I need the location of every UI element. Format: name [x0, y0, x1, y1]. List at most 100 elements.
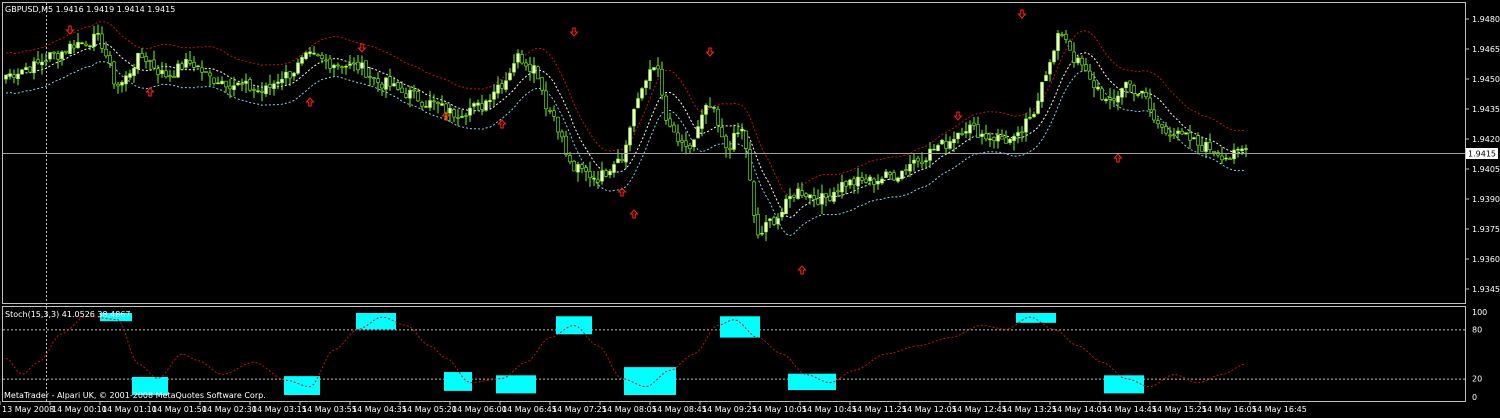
candle	[92, 25, 96, 52]
candle	[1220, 146, 1224, 164]
candle	[672, 121, 676, 133]
candle	[1176, 127, 1180, 141]
candle	[644, 79, 648, 96]
candle	[964, 122, 968, 138]
candle	[200, 60, 204, 81]
candle	[1120, 87, 1124, 105]
candle	[840, 174, 844, 199]
candle	[492, 84, 496, 107]
candle	[344, 64, 348, 75]
stochastic-window[interactable]	[3, 313, 1465, 395]
candle	[900, 170, 904, 181]
buy-signal-arrow	[497, 119, 507, 129]
candle	[272, 80, 276, 96]
candle	[968, 120, 972, 141]
candle	[1156, 117, 1160, 129]
price-axis-label: 1.9480	[1472, 15, 1500, 24]
candle	[244, 73, 248, 94]
stoch-zone-box	[788, 373, 836, 391]
candle	[1236, 146, 1240, 158]
candle	[164, 62, 168, 79]
time-axis-label: 14 May 13:25	[1002, 405, 1057, 414]
candle	[532, 57, 536, 84]
sell-signal-arrow	[1017, 9, 1027, 19]
candle	[376, 72, 380, 92]
candle	[1192, 136, 1196, 140]
stoch-window-frame	[2, 306, 1466, 402]
candle	[592, 170, 596, 186]
candle	[648, 60, 652, 90]
candle	[392, 76, 396, 87]
candle	[620, 153, 624, 164]
candle	[924, 157, 928, 169]
candle	[360, 55, 364, 76]
candle	[820, 184, 824, 215]
candle	[72, 40, 76, 54]
candle	[484, 99, 488, 112]
stoch-zone-box	[1104, 375, 1144, 394]
candle	[1096, 81, 1100, 91]
candle	[128, 69, 132, 81]
candle	[192, 56, 196, 72]
candle	[804, 192, 808, 200]
candle	[584, 164, 588, 182]
time-axis-label: 14 May 08:45	[652, 405, 707, 414]
candle	[636, 92, 640, 109]
indicator-info: Stoch(15,3,3) 41.0526 38.4867	[5, 310, 131, 319]
candle	[1080, 55, 1084, 72]
stoch-zone-box	[624, 367, 676, 395]
candle	[788, 188, 792, 208]
candle	[996, 128, 1000, 149]
candle	[1028, 107, 1032, 120]
time-axis-label: 14 May 16:45	[1252, 405, 1307, 414]
candle	[1044, 71, 1048, 82]
candle	[704, 103, 708, 125]
buy-signal-arrow	[441, 111, 451, 121]
candle	[468, 98, 472, 122]
candle	[16, 68, 20, 86]
candle	[228, 79, 232, 99]
candle	[912, 153, 916, 172]
candle	[936, 143, 940, 152]
candle	[1056, 30, 1060, 60]
candle	[752, 180, 756, 224]
candle	[868, 174, 872, 186]
candle	[180, 61, 184, 70]
candle	[812, 187, 816, 208]
time-axis-label: 14 May 12:45	[952, 405, 1007, 414]
candle	[268, 74, 272, 96]
candle	[872, 177, 876, 193]
candle	[416, 88, 420, 103]
candle	[948, 136, 952, 150]
candle	[52, 51, 56, 60]
candle	[1036, 92, 1040, 115]
candle	[884, 169, 888, 178]
candle	[208, 70, 212, 86]
candle	[708, 97, 712, 108]
candle	[340, 65, 344, 74]
axes: 1.9480 1.9465 1.9450 1.9435 1.9420 1.9405 1.93…	[0, 15, 1500, 414]
candle	[140, 47, 144, 58]
time-axis-label: 14 May 11:25	[852, 405, 907, 414]
candle	[932, 144, 936, 151]
candle	[916, 155, 920, 168]
candle	[1060, 31, 1064, 38]
candle	[236, 82, 240, 87]
candle	[256, 86, 260, 94]
candle	[1196, 132, 1200, 155]
candle	[504, 72, 508, 93]
candle	[176, 60, 180, 79]
candle	[760, 225, 764, 237]
candle	[1224, 153, 1228, 162]
candle	[332, 63, 336, 77]
price-chart-window[interactable]	[4, 9, 1248, 275]
candle	[740, 123, 744, 140]
candle	[336, 62, 340, 70]
stoch-zone-box	[356, 313, 396, 330]
candle	[1072, 42, 1076, 68]
stoch-axis-label: 80	[1472, 325, 1482, 334]
stoch-zone-box	[444, 372, 472, 391]
candle	[1020, 126, 1024, 142]
candle	[300, 54, 304, 66]
